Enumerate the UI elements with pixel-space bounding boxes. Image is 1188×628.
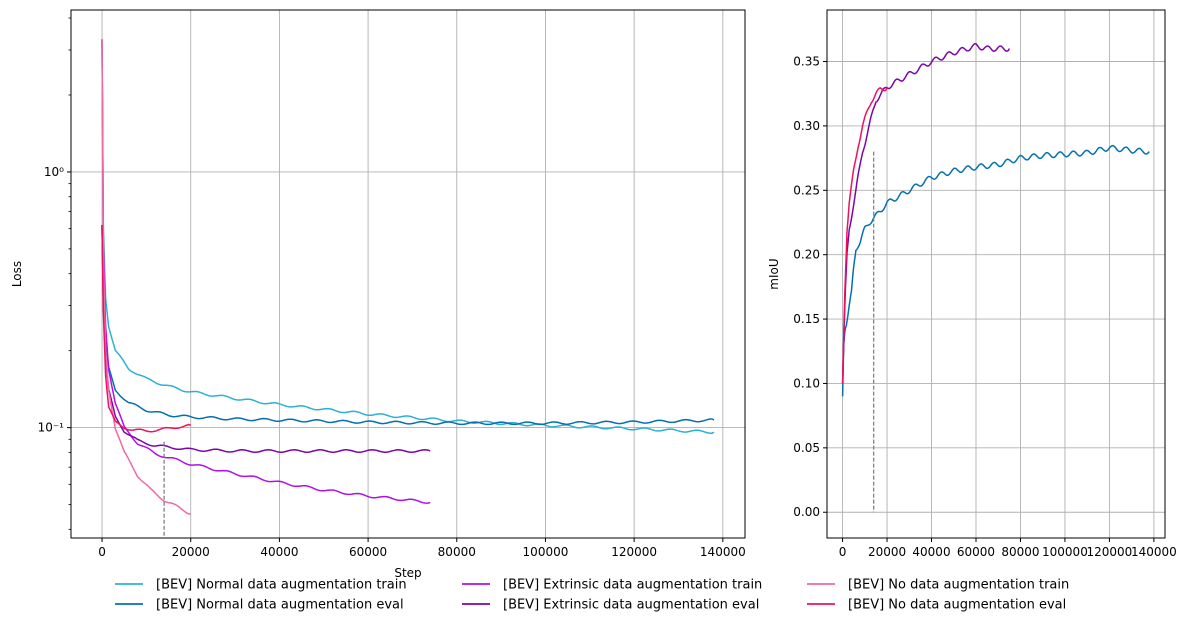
legend-item-bev-normal-data-augmentation-eval: [BEV] Normal data augmentation eval: [115, 598, 404, 613]
miou-grid: [827, 10, 1165, 538]
series-line-bev-normal-data-augmentation-eval: [841, 144, 1150, 397]
y-tick-label: 0.00: [793, 505, 820, 519]
x-tick-label: 0: [98, 545, 106, 559]
loss-y-ticks: 10⁻¹ 10⁰: [38, 17, 71, 530]
x-tick-label: 120000: [611, 545, 657, 559]
x-tick-label: 20000: [172, 545, 210, 559]
miou-series: [841, 42, 1150, 397]
miou-chart: 0 20000 40000 60000 80000 100000120000140000 …: [767, 9, 1177, 559]
loss-x-ticks: 0 20000 40000 60000 80000 100000 120000 140000: [98, 538, 746, 559]
legend-item-bev-extrinsic-data-augmentation-train: [BEV] Extrinsic data augmentation train: [462, 578, 762, 593]
legend-label: [BEV] Normal data augmentation eval: [156, 598, 404, 613]
y-tick-label: 0.05: [793, 441, 820, 455]
loss-grid: [71, 10, 745, 538]
miou-y-axis-title: mIoU: [767, 258, 781, 289]
legend-label: [BEV] Extrinsic data augmentation eval: [503, 598, 759, 613]
legend: [BEV] Normal data augmentation train [BEV…: [115, 578, 1069, 613]
legend-item-bev-normal-data-augmentation-train: [BEV] Normal data augmentation train: [115, 578, 407, 593]
y-tick-label: 0.30: [793, 119, 820, 133]
y-tick-label: 0.25: [793, 183, 820, 197]
x-tick-label: 100000: [523, 545, 569, 559]
y-tick-label: 10⁰: [44, 165, 64, 179]
legend-label: [BEV] No data augmentation eval: [848, 598, 1066, 613]
x-tick-label: 80000: [438, 545, 476, 559]
y-tick-label: 10⁻¹: [38, 421, 65, 435]
miou-plot-frame: [826, 9, 1166, 539]
x-tick-label: 140000: [1131, 545, 1177, 559]
series-line-bev-normal-data-augmentation-eval: [101, 224, 715, 426]
legend-label: [BEV] No data augmentation train: [848, 578, 1069, 593]
miou-y-ticks: 0.00 0.05 0.10 0.15 0.20 0.25 0.30 0.35: [793, 55, 827, 519]
loss-series: [101, 39, 715, 515]
series-line-bev-extrinsic-data-augmentation-eval: [841, 42, 1010, 384]
legend-label: [BEV] Extrinsic data augmentation train: [503, 578, 762, 593]
legend-item-bev-no-data-augmentation-eval: [BEV] No data augmentation eval: [807, 598, 1066, 613]
legend-label: [BEV] Normal data augmentation train: [156, 578, 407, 593]
x-tick-label: 80000: [1001, 545, 1039, 559]
series-line-bev-extrinsic-data-augmentation-train: [101, 39, 431, 504]
series-line-bev-no-data-augmentation-train: [101, 39, 191, 515]
loss-y-axis-title: Loss: [10, 261, 24, 287]
legend-item-bev-extrinsic-data-augmentation-eval: [BEV] Extrinsic data augmentation eval: [462, 598, 759, 613]
series-line-bev-no-data-augmentation-eval: [101, 224, 192, 433]
x-tick-label: 60000: [957, 545, 995, 559]
x-tick-label: 100000: [1042, 545, 1088, 559]
series-line-bev-normal-data-augmentation-train: [101, 39, 715, 434]
x-tick-label: 20000: [868, 545, 906, 559]
y-tick-label: 0.20: [793, 248, 820, 262]
x-tick-label: 0: [839, 545, 847, 559]
x-tick-label: 140000: [700, 545, 746, 559]
series-line-bev-extrinsic-data-augmentation-eval: [101, 224, 431, 453]
y-tick-label: 0.15: [793, 312, 820, 326]
x-tick-label: 120000: [1087, 545, 1133, 559]
x-tick-label: 40000: [912, 545, 950, 559]
y-tick-label: 0.10: [793, 376, 820, 390]
series-line-bev-no-data-augmentation-eval: [841, 87, 888, 384]
y-tick-label: 0.35: [793, 55, 820, 69]
loss-x-axis-title: Step: [394, 566, 421, 580]
x-tick-label: 60000: [349, 545, 387, 559]
x-tick-label: 40000: [260, 545, 298, 559]
legend-item-bev-no-data-augmentation-train: [BEV] No data augmentation train: [807, 578, 1069, 593]
loss-chart: 0 20000 40000 60000 80000 100000 120000 140000 …: [10, 9, 746, 580]
